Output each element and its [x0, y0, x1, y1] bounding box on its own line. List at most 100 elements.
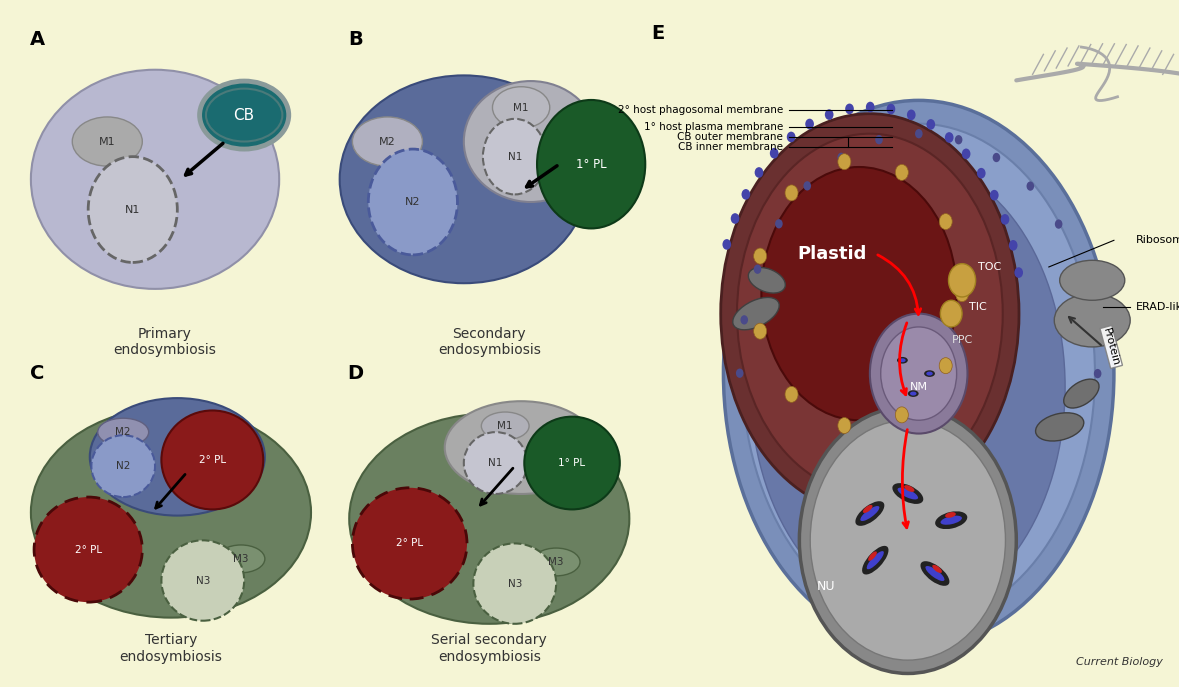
- Ellipse shape: [751, 160, 1065, 613]
- Ellipse shape: [867, 551, 884, 570]
- Text: M1: M1: [99, 137, 116, 146]
- Ellipse shape: [206, 89, 283, 142]
- Circle shape: [525, 416, 620, 509]
- Text: M1: M1: [513, 102, 529, 113]
- Circle shape: [753, 248, 766, 264]
- Ellipse shape: [897, 488, 918, 499]
- Text: N1: N1: [488, 458, 502, 468]
- Circle shape: [895, 407, 908, 423]
- Circle shape: [1001, 214, 1009, 225]
- Ellipse shape: [349, 414, 630, 624]
- Text: M2: M2: [116, 427, 131, 437]
- Text: N3: N3: [196, 576, 210, 585]
- Ellipse shape: [910, 392, 916, 396]
- Circle shape: [92, 436, 156, 497]
- Circle shape: [990, 190, 999, 201]
- Circle shape: [940, 358, 953, 374]
- Text: CB: CB: [233, 108, 255, 122]
- Circle shape: [895, 164, 908, 181]
- Circle shape: [875, 135, 883, 144]
- Circle shape: [803, 181, 811, 190]
- Circle shape: [993, 153, 1000, 162]
- Circle shape: [949, 264, 976, 297]
- Circle shape: [838, 154, 851, 170]
- Ellipse shape: [861, 506, 880, 521]
- Ellipse shape: [1054, 293, 1131, 347]
- Text: M2: M2: [378, 137, 396, 146]
- Circle shape: [753, 323, 766, 339]
- Circle shape: [805, 119, 814, 129]
- Text: Primary
endosymbiosis: Primary endosymbiosis: [113, 327, 216, 357]
- Text: 1° PL: 1° PL: [575, 158, 606, 170]
- Text: C: C: [31, 364, 45, 383]
- Ellipse shape: [720, 113, 1019, 514]
- Circle shape: [955, 286, 969, 302]
- Ellipse shape: [199, 81, 289, 149]
- Text: N1: N1: [125, 205, 140, 214]
- Circle shape: [775, 219, 783, 229]
- Ellipse shape: [933, 565, 942, 573]
- Ellipse shape: [927, 372, 933, 376]
- Text: Secondary
endosymbiosis: Secondary endosymbiosis: [437, 327, 541, 357]
- Text: N3: N3: [508, 578, 522, 589]
- Circle shape: [799, 407, 1016, 673]
- Ellipse shape: [946, 512, 956, 518]
- Text: M3: M3: [233, 554, 249, 564]
- Text: NU: NU: [817, 581, 836, 594]
- Ellipse shape: [856, 502, 884, 526]
- Ellipse shape: [532, 548, 580, 576]
- Circle shape: [483, 119, 547, 194]
- Ellipse shape: [921, 561, 949, 586]
- Ellipse shape: [353, 117, 422, 166]
- Ellipse shape: [72, 117, 143, 166]
- Text: B: B: [348, 30, 363, 49]
- Circle shape: [927, 119, 935, 130]
- Text: 2° host phagosomal membrane: 2° host phagosomal membrane: [618, 105, 783, 115]
- Circle shape: [955, 286, 969, 302]
- Ellipse shape: [908, 390, 918, 397]
- Text: A: A: [29, 30, 45, 49]
- Ellipse shape: [749, 267, 785, 293]
- Circle shape: [785, 185, 798, 201]
- Circle shape: [753, 264, 762, 274]
- Circle shape: [940, 214, 953, 229]
- Circle shape: [88, 157, 177, 262]
- Ellipse shape: [900, 358, 905, 362]
- Text: CB outer membrane: CB outer membrane: [677, 132, 783, 142]
- Text: E: E: [652, 24, 665, 43]
- Text: Current Biology: Current Biology: [1076, 657, 1162, 667]
- Ellipse shape: [863, 505, 872, 513]
- Circle shape: [536, 100, 645, 228]
- Circle shape: [473, 543, 556, 624]
- Text: M3: M3: [548, 557, 564, 567]
- Ellipse shape: [737, 134, 1003, 493]
- Circle shape: [825, 109, 834, 120]
- Circle shape: [723, 239, 731, 250]
- Circle shape: [977, 168, 986, 179]
- Ellipse shape: [31, 407, 311, 618]
- Text: 2° PL: 2° PL: [199, 455, 226, 465]
- Text: Serial secondary
endosymbiosis: Serial secondary endosymbiosis: [432, 633, 547, 664]
- Circle shape: [353, 488, 467, 599]
- Ellipse shape: [493, 87, 549, 128]
- Circle shape: [736, 368, 744, 378]
- Circle shape: [463, 432, 527, 494]
- Circle shape: [941, 300, 962, 327]
- Ellipse shape: [862, 546, 889, 574]
- Text: PPC: PPC: [951, 335, 973, 346]
- Circle shape: [731, 213, 739, 224]
- Ellipse shape: [893, 483, 923, 504]
- Ellipse shape: [444, 401, 598, 494]
- Ellipse shape: [732, 297, 779, 330]
- Circle shape: [915, 129, 923, 138]
- Ellipse shape: [463, 81, 598, 202]
- Text: D: D: [348, 364, 363, 383]
- Ellipse shape: [926, 566, 944, 581]
- Ellipse shape: [762, 167, 956, 420]
- Text: NM: NM: [910, 382, 928, 392]
- Circle shape: [881, 327, 956, 420]
- Text: ERAD-like: ERAD-like: [1135, 302, 1179, 312]
- Ellipse shape: [935, 511, 967, 529]
- Ellipse shape: [1060, 260, 1125, 300]
- Circle shape: [837, 153, 845, 162]
